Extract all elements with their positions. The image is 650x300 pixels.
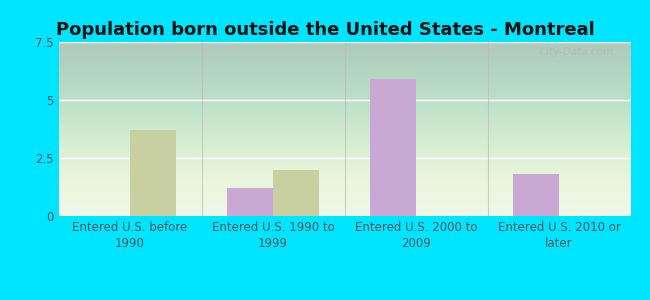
Text: City-Data.com: City-Data.com: [540, 47, 614, 57]
Bar: [273, 169, 318, 216]
Bar: [227, 188, 273, 216]
Bar: [370, 79, 416, 216]
Text: Population born outside the United States - Montreal: Population born outside the United State…: [56, 21, 594, 39]
Bar: [514, 174, 559, 216]
Bar: [130, 130, 176, 216]
